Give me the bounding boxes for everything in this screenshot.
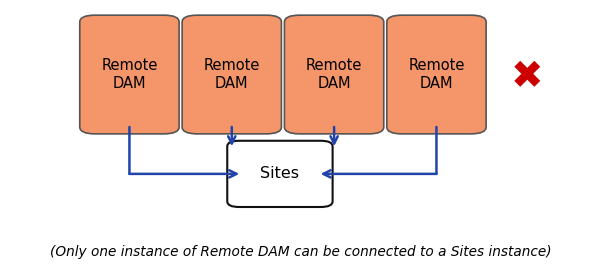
Text: Remote
DAM: Remote DAM: [408, 58, 465, 91]
FancyBboxPatch shape: [386, 15, 486, 134]
Text: Remote
DAM: Remote DAM: [203, 58, 260, 91]
FancyBboxPatch shape: [182, 15, 282, 134]
Text: Remote
DAM: Remote DAM: [306, 58, 362, 91]
Text: Remote
DAM: Remote DAM: [101, 58, 158, 91]
FancyBboxPatch shape: [284, 15, 384, 134]
Text: Sites: Sites: [261, 166, 299, 181]
Text: (Only one instance of Remote DAM can be connected to a Sites instance): (Only one instance of Remote DAM can be …: [50, 245, 552, 259]
Text: ✖: ✖: [511, 58, 544, 96]
FancyBboxPatch shape: [79, 15, 179, 134]
FancyBboxPatch shape: [228, 141, 332, 207]
